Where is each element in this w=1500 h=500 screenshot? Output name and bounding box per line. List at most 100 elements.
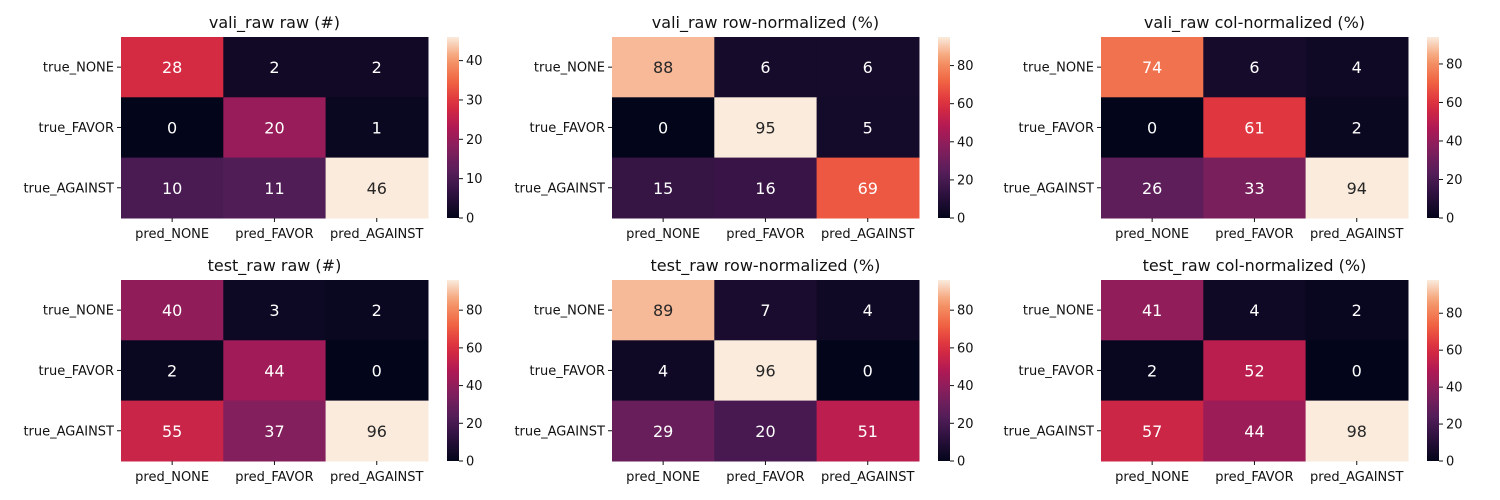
colorbar [447,280,459,461]
colorbar-tick-label: 40 [466,54,483,69]
cell-value-label: 20 [264,118,284,137]
heatmap-panel: test_raw raw (#) 40 3 2 2 44 0 55 37 96 true_NONEt… [23,256,482,485]
heatmap-cell [121,97,224,159]
y-tick-label: true_NONE [1023,304,1094,319]
x-tick-label: pred_AGAINST [330,470,424,485]
heatmap-cell [223,400,327,462]
colorbar-tick-label: 0 [957,455,965,470]
colorbar-tick-label: 40 [957,379,974,394]
cell-value-label: 95 [755,118,775,137]
x-tick-label: pred_FAVOR [1215,227,1293,242]
heatmap-cell [325,97,429,159]
heatmap-cell [714,400,818,462]
heatmap-cell [1101,157,1204,219]
cell-value-label: 6 [863,58,873,77]
cell-value-label: 37 [264,422,284,441]
heatmap-cell [612,340,715,402]
heatmap-cell [612,97,715,159]
heatmap-cell [1101,280,1204,341]
heatmap-cell [223,97,327,159]
heatmap-cell [816,280,920,341]
heatmap-cell [714,280,818,341]
heatmap-cell [1305,400,1409,462]
cell-value-label: 4 [863,301,873,320]
colorbar-tick-label: 0 [466,212,474,227]
cell-value-label: 0 [1147,118,1157,137]
cell-value-label: 98 [1347,422,1367,441]
colorbar-tick-label: 80 [957,304,974,319]
colorbar [938,280,950,461]
colorbar-tick-label: 20 [957,417,974,432]
cell-value-label: 69 [858,179,878,198]
heatmap-cell [121,280,224,341]
heatmap-cell [612,157,715,219]
colorbar-tick-label: 40 [1446,134,1463,149]
heatmap-cell [1203,280,1307,341]
heatmap-cell [816,340,920,402]
heatmap-cell [714,97,818,159]
heatmap-cell [325,280,429,341]
heatmap-cell [223,37,327,98]
colorbar-tick-label: 40 [466,379,483,394]
heatmap-cell [223,340,327,402]
colorbar-tick-label: 20 [1446,418,1463,433]
y-tick-label: true_FAVOR [530,121,605,136]
cell-value-label: 2 [269,58,279,77]
x-tick-label: pred_NONE [135,470,209,485]
heatmap-panel: vali_raw raw (#)28 2 20 20 110 11 46true_NONEt… [23,13,482,242]
y-tick-label: true_FAVOR [530,364,605,379]
heatmap-cell [121,37,224,98]
x-tick-label: pred_AGAINST [330,227,424,242]
cell-value-label: 5 [863,118,873,137]
heatmap-cell [1203,37,1307,98]
cell-value-label: 4 [658,361,668,380]
heatmap-cell [223,280,327,341]
x-tick-label: pred_FAVOR [235,227,313,242]
cell-value-label: 74 [1142,58,1162,77]
x-tick-label: pred_NONE [1115,470,1189,485]
cell-value-label: 29 [653,422,673,441]
heatmap-cell [714,340,818,402]
chart-title: test_raw row-normalized (%) [651,256,881,276]
colorbar-tick-label: 80 [957,59,974,74]
heatmap-cell [325,157,429,219]
heatmap-cell [223,157,327,219]
cell-value-label: 52 [1244,361,1264,380]
x-tick-label: pred_NONE [1115,227,1189,242]
heatmap-cell [1305,280,1409,341]
cell-value-label: 0 [658,118,668,137]
colorbar-tick-label: 20 [466,133,483,148]
heatmap-cell [1305,37,1409,98]
y-tick-label: true_NONE [534,304,605,319]
colorbar-tick-label: 0 [466,455,474,470]
colorbar-tick-label: 0 [957,212,965,227]
heatmap-cell [1305,157,1409,219]
cell-value-label: 2 [372,301,382,320]
cell-value-label: 0 [167,118,177,137]
colorbar-tick-label: 80 [1446,57,1463,72]
cell-value-label: 20 [755,422,775,441]
y-tick-label: true_FAVOR [39,121,114,136]
colorbar-tick-label: 40 [1446,381,1463,396]
cell-value-label: 28 [162,58,182,77]
cell-value-label: 6 [760,58,770,77]
cell-value-label: 1 [372,118,382,137]
chart-title: test_raw col-normalized (%) [1143,256,1367,276]
x-tick-label: pred_FAVOR [1215,470,1293,485]
heatmap-cell [612,280,715,341]
colorbar-tick-label: 20 [1446,173,1463,188]
y-tick-label: true_FAVOR [39,364,114,379]
y-tick-label: true_NONE [1023,61,1094,76]
cell-value-label: 96 [755,361,775,380]
heatmap-cell [1101,340,1204,402]
x-tick-label: pred_NONE [626,470,700,485]
heatmap-cell [816,400,920,462]
cell-value-label: 26 [1142,179,1162,198]
colorbar-tick-label: 60 [1446,344,1463,359]
colorbar-tick-label: 60 [1446,96,1463,111]
heatmap-cell [1305,97,1409,159]
cell-value-label: 41 [1142,301,1162,320]
heatmap-cell [816,97,920,159]
y-tick-label: true_AGAINST [514,424,605,439]
